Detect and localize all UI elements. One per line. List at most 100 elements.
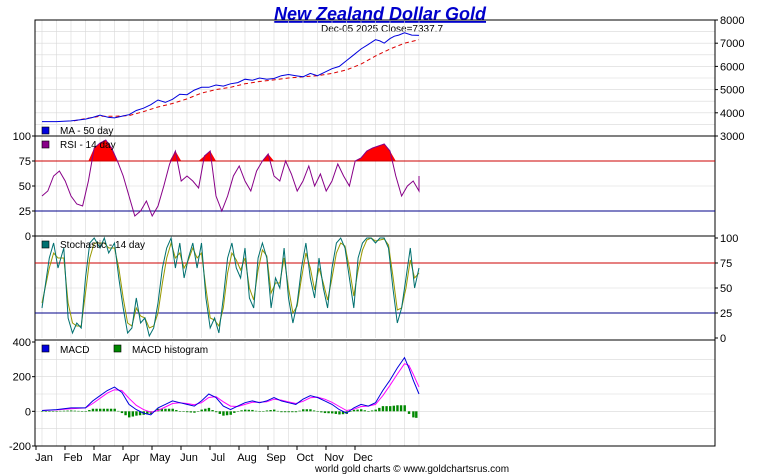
y-tick-label: 50 [720, 283, 732, 295]
macd-histogram-bar [80, 411, 84, 412]
macd-histogram-bar [363, 410, 367, 412]
ma-legend-swatch [41, 126, 50, 135]
macd-histogram-bar [171, 408, 174, 412]
macd-histogram-bar [128, 411, 131, 418]
macd-histogram-bar [323, 411, 327, 414]
macd-histogram-bar [276, 410, 280, 412]
y-tick-label: 100 [720, 233, 738, 245]
macd-histogram-bar [415, 411, 418, 418]
x-axis-month-ticks: Jan Feb Mar Apr May Jun Jul Aug Sep Oct Nov Dec [35, 446, 373, 464]
macd-histogram-bar [135, 411, 138, 416]
macd-histogram-bar [273, 409, 276, 412]
y-tick-label: 200 [13, 372, 31, 384]
macd-histogram-bar [160, 408, 164, 412]
y-tick-label: 400 [13, 337, 31, 349]
x-tick-label: Dec [353, 452, 373, 464]
macd-histogram-bar [95, 408, 98, 412]
macd-histogram-bar [204, 408, 207, 412]
macd-line [41, 356, 420, 416]
macd-histogram-bar [77, 410, 80, 412]
macd-histogram-bar [59, 410, 62, 412]
y-tick-label: 7000 [720, 38, 744, 50]
x-tick-label: Jan [35, 452, 53, 464]
macd-histogram-bar [51, 411, 55, 412]
macd-histogram-bar [399, 405, 403, 412]
macd-histogram-bar [225, 411, 229, 416]
macd-histogram-bar [186, 411, 189, 413]
rsi-legend-label: RSI - 14 day [60, 140, 116, 151]
macd-histogram-bar [41, 411, 44, 412]
macd-histogram-bar [193, 411, 196, 413]
macd-histogram-bar [251, 409, 254, 412]
macd-histogram-bar [356, 409, 359, 412]
macd-histogram-bar [349, 411, 352, 412]
macd-histogram-bar [247, 409, 251, 412]
price-line [42, 32, 420, 123]
y-tick-label: 25 [720, 308, 732, 320]
macd-histogram-bar [291, 411, 294, 413]
macd-histogram-bar [254, 410, 258, 412]
macd-histogram-bar [396, 405, 399, 412]
y-tick-label: 75 [19, 156, 31, 168]
macd-legend-label: MACD [60, 345, 89, 356]
y-tick-label: 0 [25, 231, 31, 243]
y-tick-label: 0 [720, 333, 726, 345]
ma-legend-label: MA - 50 day [60, 126, 113, 137]
y-tick-label: 100 [13, 131, 31, 143]
macd-histogram-bar [44, 411, 48, 412]
chart-subtitle: Dec-05 2025 Close=7337.7 [321, 24, 443, 35]
y-tick-label: 6000 [720, 61, 744, 73]
y-tick-label: 75 [720, 258, 732, 270]
macd-axis-ticks: 400 200 0 -200 [9, 337, 35, 453]
y-tick-label: 50 [19, 181, 31, 193]
macd-histogram-bar [84, 411, 87, 412]
macd-histogram-bar [283, 411, 287, 413]
macd-histogram-bar [207, 407, 211, 412]
macd-histogram-bar [200, 409, 203, 412]
macd-signal-line [41, 363, 420, 413]
y-tick-label: 5000 [720, 85, 744, 97]
macd-histogram-bar [218, 411, 222, 414]
macd-histogram-bar [320, 411, 323, 413]
macd-histogram-bar [189, 411, 193, 413]
macd-histogram-bar [341, 411, 345, 415]
x-tick-label: Feb [64, 452, 83, 464]
macd-histogram-bar [265, 410, 269, 412]
macd-histogram-bar [305, 409, 309, 412]
x-tick-label: Mar [93, 452, 112, 464]
macd-histogram-bar [109, 408, 113, 412]
macd-histogram-bar [244, 409, 247, 412]
macd-histogram-bar [211, 410, 214, 412]
macd-histogram-bar [280, 411, 283, 413]
rsi-overbought-fill [42, 140, 419, 161]
macd-histogram-bar [240, 410, 243, 412]
rsi-axis-ticks: 100 75 50 25 0 [13, 131, 35, 243]
macd-histogram-bar [120, 411, 124, 414]
macd-histogram-bar [196, 411, 200, 412]
macd-histogram-bar [55, 410, 58, 412]
macd-histogram-bar [175, 410, 178, 412]
macd-histogram-bar [327, 411, 330, 414]
x-tick-label: Jun [180, 452, 198, 464]
x-tick-label: Aug [237, 452, 257, 464]
macd-histogram-bar [385, 406, 388, 412]
macd-histogram-bar [381, 406, 385, 412]
macd-histogram-bar [182, 411, 185, 412]
macd-histogram-bar [167, 408, 171, 412]
macd-histogram-bar [88, 410, 91, 412]
y-tick-label: -200 [9, 441, 31, 453]
macd-histogram-bar [302, 409, 305, 412]
macd-histogram-bar [66, 410, 69, 412]
macd-legend-swatch [41, 344, 50, 353]
chart-footer: world gold charts © www.goldchartsrus.co… [314, 464, 509, 475]
macd-histogram-bar [222, 411, 225, 416]
macd-histogram-bar [367, 411, 370, 412]
macd-histogram-bar [262, 411, 265, 412]
y-tick-label: 3000 [720, 131, 744, 143]
y-tick-label: 25 [19, 206, 31, 218]
stochastic-legend-swatch [41, 240, 50, 249]
rsi-line [41, 139, 420, 218]
macd-histogram-bar [138, 411, 142, 416]
stochastic-axis-ticks: 100 75 50 25 0 [715, 233, 738, 345]
